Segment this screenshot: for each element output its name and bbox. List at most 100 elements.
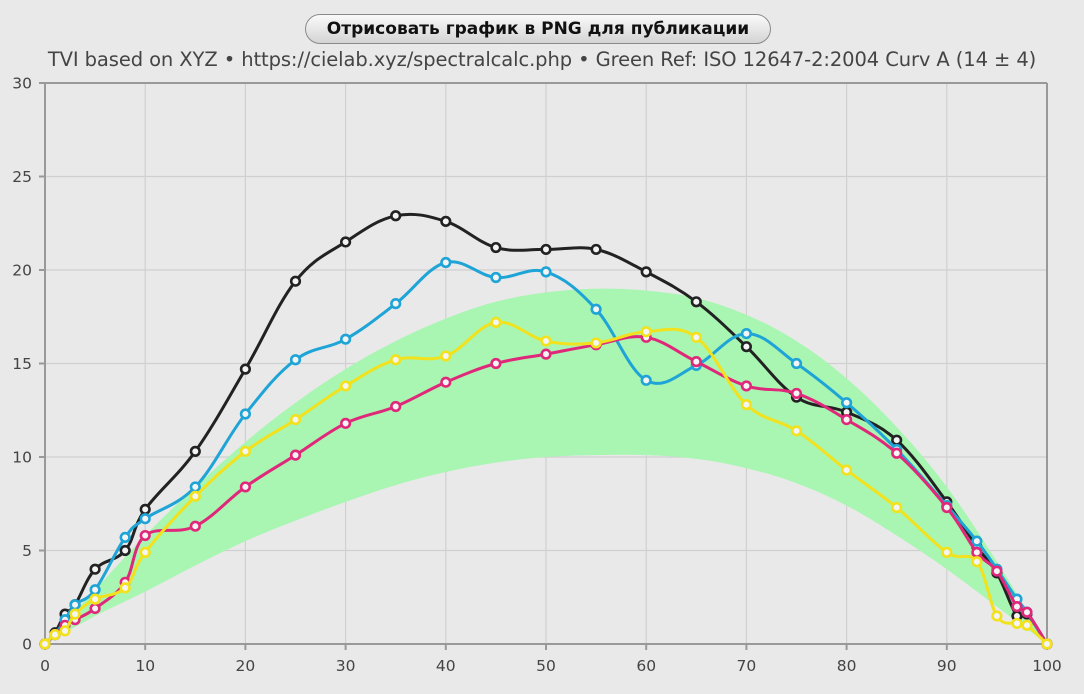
data-point-magenta	[971, 546, 983, 558]
data-point-cyan	[971, 535, 983, 547]
data-point-yellow	[89, 593, 101, 605]
data-point-yellow	[590, 337, 602, 349]
data-point-cyan	[89, 584, 101, 596]
data-point-yellow	[840, 464, 853, 476]
data-point-cyan	[119, 531, 131, 544]
data-point-magenta	[891, 447, 903, 459]
data-point-black	[590, 243, 602, 256]
data-point-cyan	[69, 599, 81, 611]
data-point-cyan	[640, 374, 652, 386]
data-point-black	[289, 275, 302, 287]
data-point-yellow	[1021, 619, 1033, 631]
data-point-cyan	[239, 408, 251, 420]
data-point-cyan	[340, 333, 352, 345]
data-point-cyan	[840, 397, 853, 409]
series-line-yellow	[43, 320, 1049, 646]
data-point-yellow	[790, 425, 803, 437]
data-point-cyan	[390, 298, 402, 310]
x-tick-label: 20	[236, 657, 256, 675]
data-point-magenta	[540, 348, 552, 360]
data-point-black	[490, 241, 502, 254]
axes	[39, 82, 1048, 650]
data-point-magenta	[1011, 600, 1023, 613]
x-tick-label: 60	[636, 657, 656, 675]
data-point-magenta	[991, 565, 1003, 577]
data-point-yellow	[49, 629, 61, 641]
data-point-yellow	[59, 625, 71, 637]
series-lines	[39, 210, 1053, 650]
data-point-black	[189, 445, 201, 457]
data-point-black	[640, 266, 652, 278]
x-tick-label: 80	[837, 657, 857, 675]
data-point-magenta	[289, 449, 302, 461]
data-point-yellow	[139, 546, 151, 558]
series-line-magenta	[43, 335, 1049, 646]
y-tick-label: 25	[12, 168, 32, 186]
x-tick-label: 0	[40, 657, 50, 675]
data-point-yellow	[1011, 617, 1023, 630]
data-point-magenta	[690, 356, 702, 368]
data-point-magenta	[490, 357, 502, 370]
x-tick-label: 40	[436, 657, 456, 675]
data-point-magenta	[189, 520, 201, 532]
y-tick-label: 15	[12, 355, 32, 373]
data-point-black	[239, 363, 251, 375]
data-point-magenta	[440, 376, 452, 388]
data-point-yellow	[971, 556, 983, 568]
data-point-yellow	[991, 610, 1003, 622]
data-point-magenta	[790, 387, 803, 400]
x-tick-label: 10	[135, 657, 155, 675]
data-point-cyan	[189, 481, 201, 493]
data-point-black	[390, 210, 402, 222]
data-point-yellow	[640, 326, 652, 338]
series-line-cyan	[43, 260, 1049, 646]
y-tick-label: 0	[22, 636, 32, 654]
data-point-yellow	[440, 350, 452, 362]
data-point-magenta	[390, 400, 402, 413]
data-point-magenta	[941, 501, 953, 514]
data-point-magenta	[340, 417, 352, 429]
data-point-black	[440, 215, 452, 227]
y-tick-label: 30	[12, 75, 32, 93]
reference-band-area	[45, 288, 1047, 644]
y-tick-label: 20	[12, 262, 32, 280]
data-point-yellow	[239, 445, 251, 457]
data-point-black	[891, 434, 903, 446]
data-point-black	[690, 296, 702, 308]
data-point-magenta	[89, 602, 101, 615]
data-point-magenta	[239, 481, 251, 493]
export-png-button[interactable]: Отрисовать график в PNG для публикации	[305, 14, 771, 44]
data-point-yellow	[490, 316, 502, 328]
data-point-cyan	[490, 271, 502, 284]
data-point-magenta	[139, 529, 151, 542]
data-point-yellow	[69, 608, 81, 620]
x-tick-label: 100	[1032, 657, 1062, 675]
data-point-black	[139, 503, 151, 515]
data-point-yellow	[891, 501, 903, 514]
data-point-black	[340, 236, 352, 248]
data-point-black	[740, 341, 753, 353]
data-point-yellow	[289, 414, 302, 426]
data-point-yellow	[1041, 638, 1053, 650]
data-point-yellow	[340, 380, 352, 392]
reference-band	[45, 288, 1047, 644]
data-point-black	[119, 544, 131, 557]
data-point-yellow	[39, 638, 51, 650]
x-tick-label: 90	[937, 657, 957, 675]
x-tick-label: 50	[536, 657, 556, 675]
data-point-yellow	[119, 582, 131, 594]
data-point-cyan	[540, 266, 552, 278]
data-point-magenta	[740, 380, 753, 392]
data-point-magenta	[1021, 606, 1033, 618]
data-point-magenta	[840, 414, 853, 426]
data-point-black	[540, 243, 552, 256]
data-point-cyan	[440, 256, 452, 269]
tick-labels: 0 10 20 30 40 50 60 70 80 90 100 0 5 10 15 20 25 30	[12, 75, 1062, 676]
data-point-yellow	[540, 335, 552, 347]
data-point-black	[89, 563, 101, 575]
data-point-yellow	[941, 546, 953, 558]
data-point-cyan	[139, 513, 151, 525]
data-point-cyan	[289, 354, 302, 366]
x-tick-label: 30	[336, 657, 356, 675]
